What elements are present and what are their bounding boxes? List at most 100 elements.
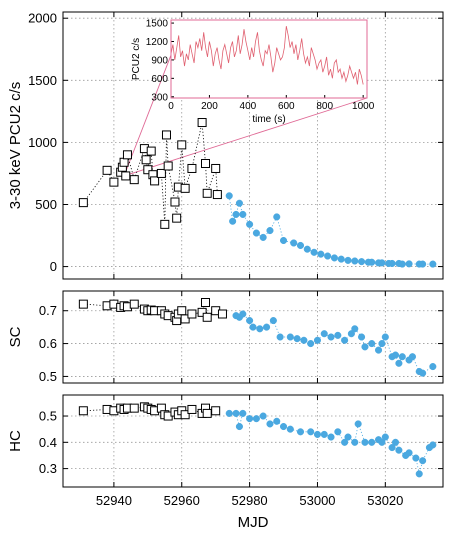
point-circle xyxy=(239,310,247,318)
point-circle xyxy=(388,444,396,452)
point-circle xyxy=(320,430,328,438)
point-circle xyxy=(225,192,233,200)
point-circle xyxy=(351,257,359,265)
point-circle xyxy=(269,317,277,325)
point-square xyxy=(202,408,212,418)
point-circle xyxy=(313,430,322,438)
tick-label-y-1000: 1000 xyxy=(28,135,57,150)
point-circle xyxy=(249,323,257,331)
tick-label-x-53020: 53020 xyxy=(367,493,403,508)
point-circle xyxy=(347,330,355,338)
point-circle xyxy=(293,335,301,343)
point-circle xyxy=(252,229,260,237)
tick-label-y-500: 500 xyxy=(35,197,57,212)
point-circle xyxy=(324,252,332,260)
point-circle xyxy=(334,428,342,436)
point-circle xyxy=(303,245,311,253)
point-square xyxy=(150,176,160,186)
point-circle xyxy=(259,233,267,241)
point-circle xyxy=(235,199,243,207)
point-circle xyxy=(419,260,427,268)
point-circle xyxy=(361,438,369,446)
point-circle xyxy=(276,333,284,341)
point-circle xyxy=(310,248,318,256)
tick-label-x-52980: 52980 xyxy=(232,493,268,508)
point-circle xyxy=(266,420,274,428)
point-circle xyxy=(344,256,352,264)
point-circle xyxy=(381,333,389,341)
inset-background xyxy=(171,20,367,98)
point-square xyxy=(180,410,190,420)
tick-label-y-0.3: 0.3 xyxy=(39,461,57,476)
ticks-sc: 0.5 0.6 0.7 xyxy=(39,291,443,384)
tick-label-y-0.5: 0.5 xyxy=(39,369,57,384)
point-square xyxy=(78,299,88,309)
point-circle xyxy=(313,336,322,344)
point-circle xyxy=(381,433,389,441)
point-square xyxy=(187,404,197,414)
point-square xyxy=(161,130,171,140)
point-circle xyxy=(354,420,362,428)
point-circle xyxy=(419,457,427,465)
point-circle xyxy=(398,260,406,268)
point-square xyxy=(187,309,197,319)
point-circle xyxy=(307,428,315,436)
point-circle xyxy=(279,236,288,245)
point-circle xyxy=(246,317,254,325)
ylabel-sc: SC xyxy=(7,326,24,347)
frame-hc xyxy=(62,394,444,488)
inset-tick-label-x-400: 400 xyxy=(240,101,257,112)
point-square xyxy=(187,163,197,173)
point-square xyxy=(177,306,187,316)
point-circle xyxy=(395,446,403,454)
point-square xyxy=(180,314,190,324)
point-circle xyxy=(374,346,383,354)
point-circle xyxy=(378,438,386,446)
point-circle xyxy=(246,415,254,423)
point-square xyxy=(122,150,132,160)
point-circle xyxy=(279,422,288,431)
connector-hc-1 xyxy=(229,412,434,474)
point-square xyxy=(78,198,88,208)
point-circle xyxy=(290,239,298,247)
point-circle xyxy=(429,363,437,371)
point-square xyxy=(129,403,139,413)
point-circle xyxy=(378,340,386,348)
tick-label-y-0.6: 0.6 xyxy=(39,336,57,351)
point-square xyxy=(170,197,180,207)
point-circle xyxy=(232,210,240,218)
panel-sc: 0.5 0.6 0.7 SC xyxy=(7,290,444,384)
inset-tick-label-y-600: 600 xyxy=(151,74,168,85)
point-square xyxy=(129,299,139,309)
ylabel-hc: HC xyxy=(7,430,24,452)
point-square xyxy=(129,175,139,185)
point-circle xyxy=(391,351,400,359)
point-square xyxy=(143,165,153,175)
point-circle xyxy=(398,353,406,361)
point-square xyxy=(78,406,88,416)
point-circle xyxy=(327,333,335,341)
tick-label-x-53000: 53000 xyxy=(299,493,335,508)
point-circle xyxy=(388,259,396,268)
point-circle xyxy=(330,254,338,262)
marks-count-rate xyxy=(78,118,437,268)
point-circle xyxy=(334,331,342,339)
point-square xyxy=(212,190,222,200)
inset-xlabel: time (s) xyxy=(252,114,285,125)
xlabel-mjd: MJD xyxy=(238,514,269,531)
inset-light-curve-line xyxy=(170,26,364,85)
point-circle xyxy=(351,438,359,446)
inset-ylabel: PCU2 c/s xyxy=(131,38,142,80)
point-circle xyxy=(296,428,305,436)
tick-label-y-0.7: 0.7 xyxy=(39,303,57,318)
marks-hc xyxy=(78,402,437,478)
inset-tick-label-x-600: 600 xyxy=(278,101,295,112)
point-square xyxy=(160,219,170,229)
tick-label-y-1500: 1500 xyxy=(28,73,57,88)
inset-tick-label-x-200: 200 xyxy=(201,101,218,112)
point-circle xyxy=(341,336,349,344)
point-circle xyxy=(317,250,325,258)
point-circle xyxy=(395,359,403,367)
inset-tick-label-y-900: 900 xyxy=(151,55,168,66)
